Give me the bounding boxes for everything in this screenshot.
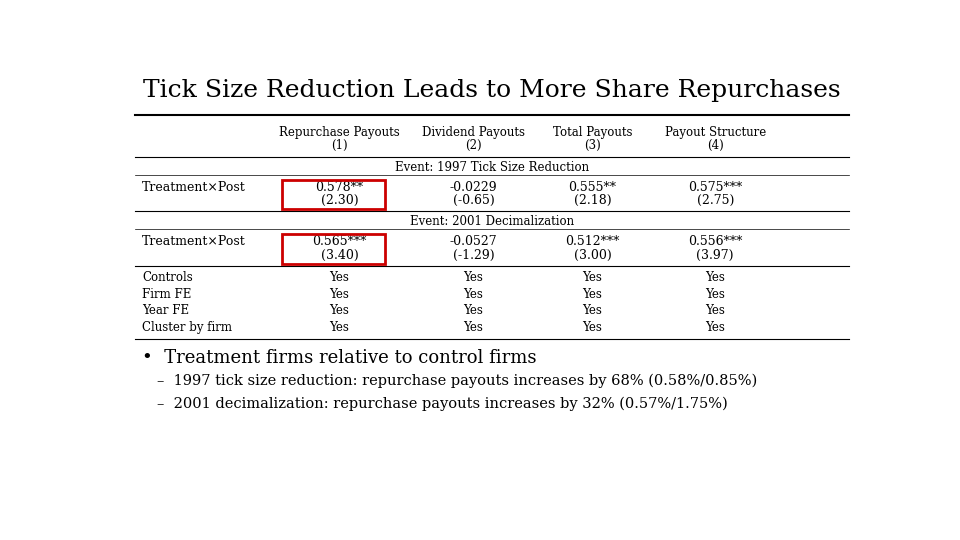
Text: Yes: Yes	[464, 321, 483, 334]
Text: Yes: Yes	[706, 271, 725, 284]
Text: (3.97): (3.97)	[696, 249, 734, 262]
Text: 0.578**: 0.578**	[316, 180, 364, 193]
Text: -0.0527: -0.0527	[449, 235, 497, 248]
Text: Yes: Yes	[464, 288, 483, 301]
Text: (2): (2)	[465, 139, 482, 152]
Text: (2.75): (2.75)	[697, 194, 733, 207]
Text: Yes: Yes	[329, 305, 349, 318]
Text: -0.0229: -0.0229	[449, 180, 497, 193]
Text: Yes: Yes	[583, 271, 602, 284]
Text: Event: 1997 Tick Size Reduction: Event: 1997 Tick Size Reduction	[395, 160, 589, 173]
Text: Yes: Yes	[329, 321, 349, 334]
Text: Yes: Yes	[583, 305, 602, 318]
Text: 0.555**: 0.555**	[568, 180, 616, 193]
Text: –  1997 tick size reduction: repurchase payouts increases by 68% (0.58%/0.85%): – 1997 tick size reduction: repurchase p…	[157, 374, 757, 388]
Text: –  2001 decimalization: repurchase payouts increases by 32% (0.57%/1.75%): – 2001 decimalization: repurchase payout…	[157, 396, 728, 411]
Text: 0.575***: 0.575***	[688, 180, 742, 193]
Text: 0.556***: 0.556***	[688, 235, 742, 248]
Text: Dividend Payouts: Dividend Payouts	[421, 126, 525, 139]
Text: Treatment×Post: Treatment×Post	[142, 235, 246, 248]
Text: Yes: Yes	[583, 288, 602, 301]
Text: (4): (4)	[707, 139, 724, 152]
Text: Payout Structure: Payout Structure	[664, 126, 766, 139]
Text: Firm FE: Firm FE	[142, 288, 192, 301]
Text: Controls: Controls	[142, 271, 193, 284]
Text: Yes: Yes	[329, 288, 349, 301]
Text: Yes: Yes	[329, 271, 349, 284]
Text: Yes: Yes	[706, 288, 725, 301]
Text: 0.565***: 0.565***	[312, 235, 367, 248]
Text: Yes: Yes	[706, 305, 725, 318]
Text: Total Payouts: Total Payouts	[553, 126, 633, 139]
Text: Event: 2001 Decimalization: Event: 2001 Decimalization	[410, 214, 574, 228]
Text: (2.18): (2.18)	[574, 194, 612, 207]
Text: (1): (1)	[331, 139, 348, 152]
Text: Yes: Yes	[706, 321, 725, 334]
Text: (3): (3)	[584, 139, 601, 152]
Text: (-0.65): (-0.65)	[452, 194, 494, 207]
Text: (2.30): (2.30)	[321, 194, 358, 207]
Text: Yes: Yes	[583, 321, 602, 334]
Text: Repurchase Payouts: Repurchase Payouts	[279, 126, 400, 139]
Text: •  Treatment firms relative to control firms: • Treatment firms relative to control fi…	[142, 349, 537, 367]
Text: (3.00): (3.00)	[573, 249, 612, 262]
Text: (-1.29): (-1.29)	[452, 249, 494, 262]
Text: Yes: Yes	[464, 305, 483, 318]
Text: Year FE: Year FE	[142, 305, 189, 318]
Text: Cluster by firm: Cluster by firm	[142, 321, 232, 334]
Text: Treatment×Post: Treatment×Post	[142, 180, 246, 193]
Text: (3.40): (3.40)	[321, 249, 358, 262]
Text: Tick Size Reduction Leads to More Share Repurchases: Tick Size Reduction Leads to More Share …	[143, 79, 841, 103]
Text: 0.512***: 0.512***	[565, 235, 619, 248]
Text: Yes: Yes	[464, 271, 483, 284]
